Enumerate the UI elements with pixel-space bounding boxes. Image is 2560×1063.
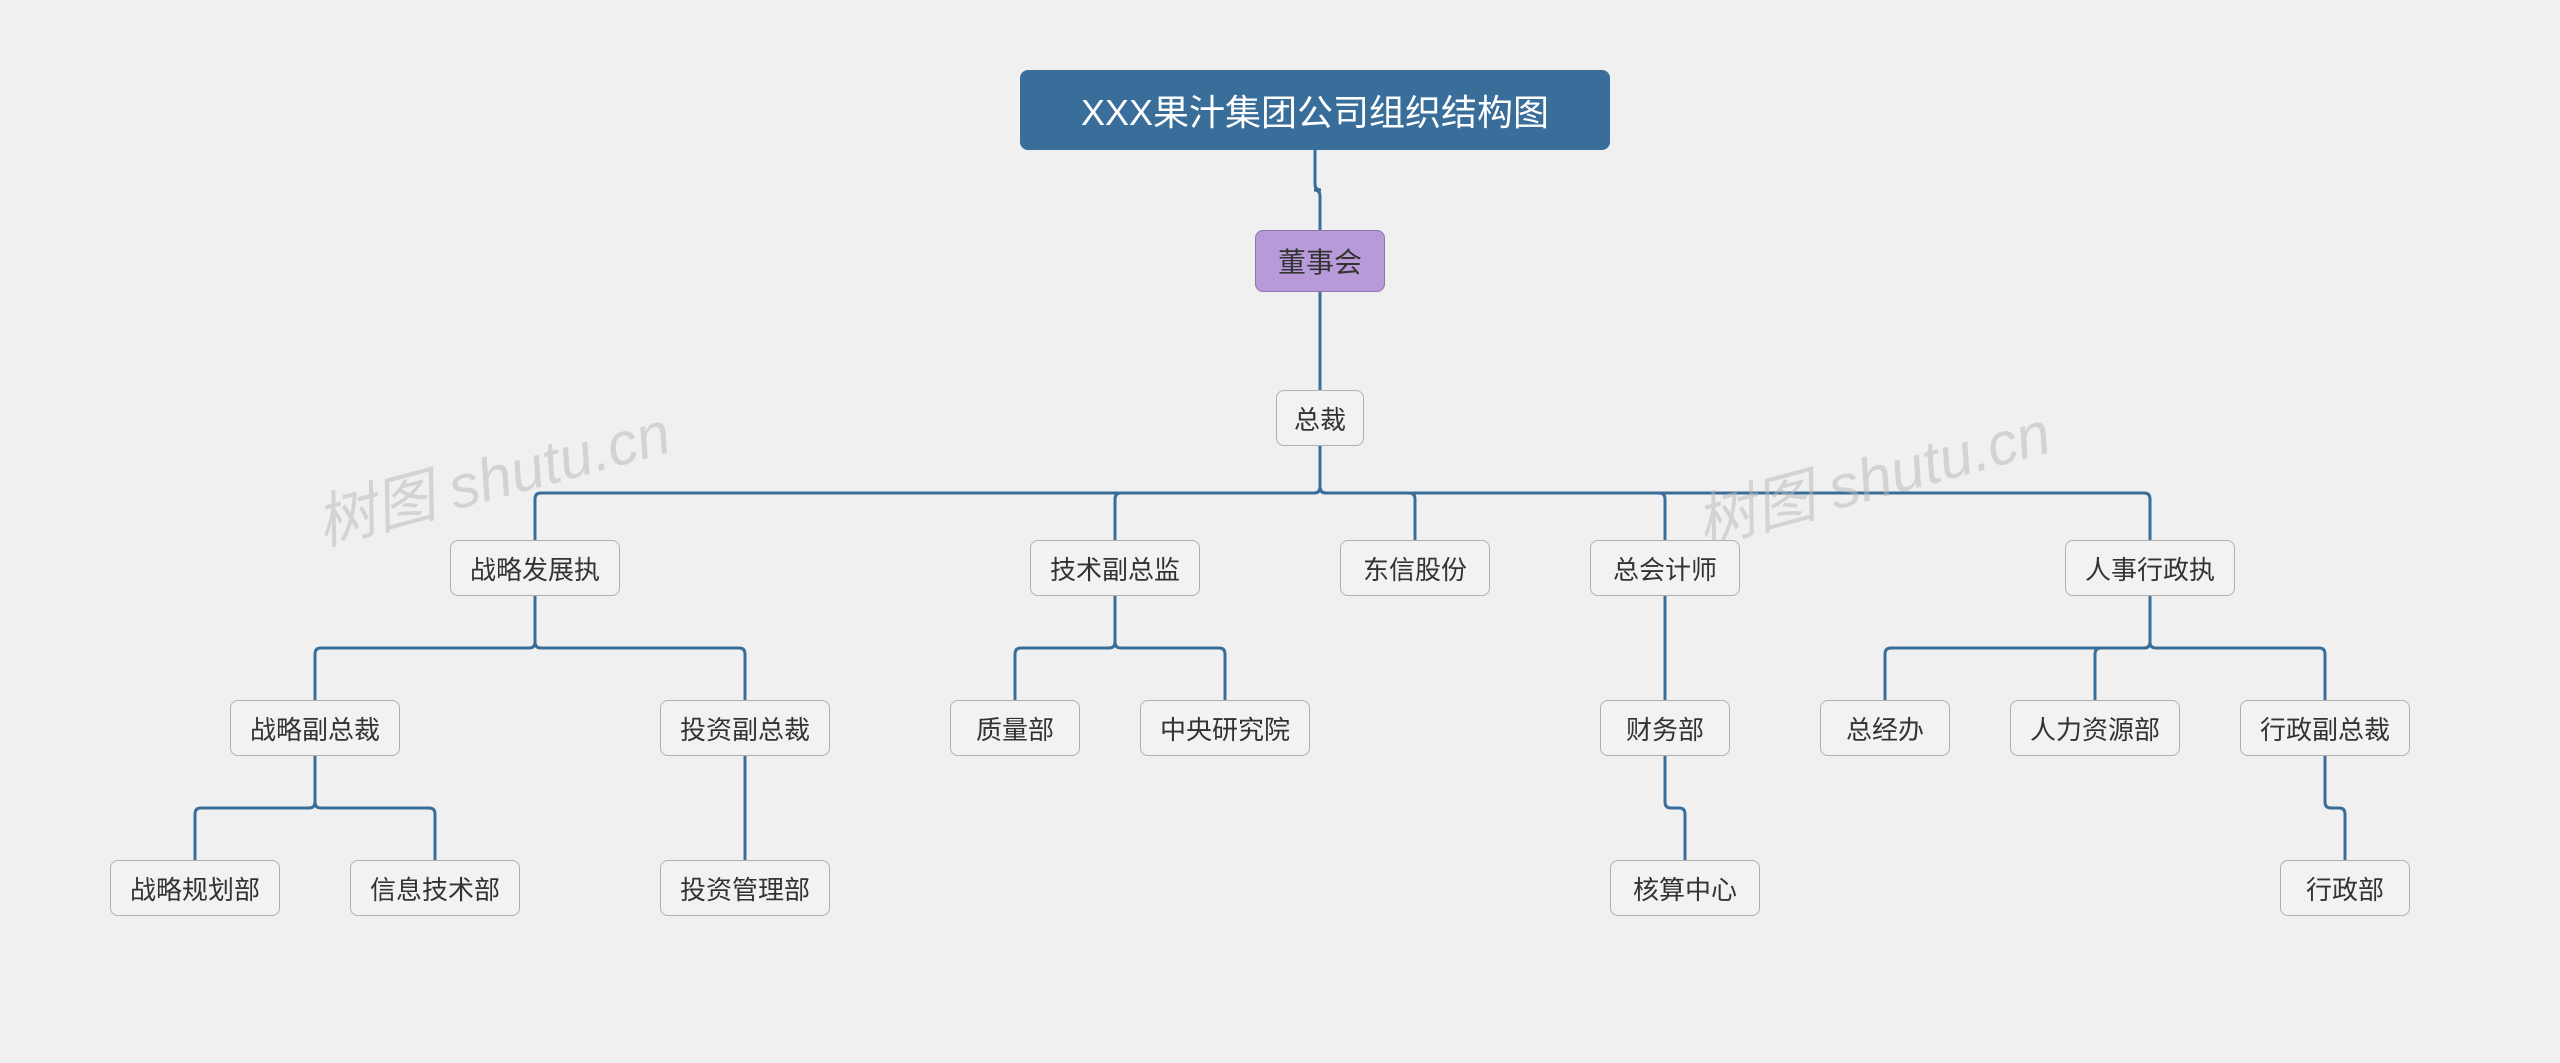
- node-root: XXX果汁集团公司组织结构图: [1020, 70, 1610, 150]
- node-l3a1b: 信息技术部: [350, 860, 520, 916]
- node-l3a1a: 战略规划部: [110, 860, 280, 916]
- node-l1b: 技术副总监: [1030, 540, 1200, 596]
- node-l1d: 总会计师: [1590, 540, 1740, 596]
- node-l3d1a: 核算中心: [1610, 860, 1760, 916]
- node-l1a: 战略发展执: [450, 540, 620, 596]
- node-l2b1: 质量部: [950, 700, 1080, 756]
- node-l2e2: 人力资源部: [2010, 700, 2180, 756]
- watermark-2: 树图 shutu.cn: [1685, 384, 2059, 562]
- node-l3e3a: 行政部: [2280, 860, 2410, 916]
- node-l2a1: 战略副总裁: [230, 700, 400, 756]
- node-l1e: 人事行政执: [2065, 540, 2235, 596]
- node-l2d1: 财务部: [1600, 700, 1730, 756]
- node-board: 董事会: [1255, 230, 1385, 292]
- node-l2e3: 行政副总裁: [2240, 700, 2410, 756]
- node-l3a2a: 投资管理部: [660, 860, 830, 916]
- node-l2a2: 投资副总裁: [660, 700, 830, 756]
- watermark-1: 树图 shutu.cn: [305, 384, 679, 562]
- node-l2b2: 中央研究院: [1140, 700, 1310, 756]
- node-ceo: 总裁: [1276, 390, 1364, 446]
- node-l2e1: 总经办: [1820, 700, 1950, 756]
- node-l1c: 东信股份: [1340, 540, 1490, 596]
